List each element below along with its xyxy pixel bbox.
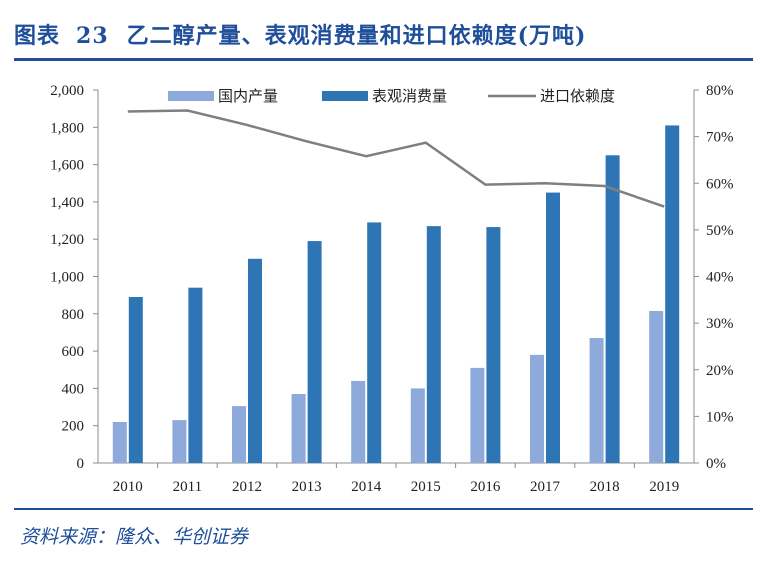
line-import-dependency <box>127 109 665 208</box>
y-right-tick-label: 80% <box>706 83 734 99</box>
bar-domestic-production <box>351 380 366 463</box>
bar-domestic-production <box>232 406 246 463</box>
y-right-tick-label: 10% <box>706 409 734 425</box>
y-left-tick-label: 1,400 <box>50 195 84 211</box>
y-left-tick-label: 1,000 <box>50 270 84 286</box>
x-tick-label: 2013 <box>292 479 322 495</box>
bar-apparent-consumption <box>426 226 441 463</box>
bar-apparent-consumption <box>307 241 322 463</box>
bar-domestic-production <box>291 393 306 463</box>
legend-label-domestic: 国内产量 <box>218 87 278 105</box>
bar-apparent-consumption <box>605 155 620 463</box>
title-divider <box>14 58 753 61</box>
x-tick-label: 2014 <box>351 479 382 495</box>
x-tick-label: 2017 <box>530 479 561 495</box>
y-right-tick-label: 20% <box>706 363 734 379</box>
bar-domestic-production <box>410 388 425 463</box>
x-tick-label: 2018 <box>590 479 620 495</box>
bar-apparent-consumption <box>367 222 382 463</box>
y-left-tick-label: 1,800 <box>50 120 84 136</box>
x-tick-label: 2012 <box>232 479 262 495</box>
bar-apparent-consumption <box>665 125 680 463</box>
x-tick-label: 2010 <box>113 479 143 495</box>
bar-apparent-consumption <box>188 287 203 463</box>
y-right-tick-label: 40% <box>706 270 734 286</box>
figure-number: 23 <box>76 23 109 49</box>
y-right-tick-label: 50% <box>706 223 734 239</box>
y-right-tick-label: 60% <box>706 176 734 192</box>
bar-domestic-production <box>172 420 187 463</box>
bar-apparent-consumption <box>248 258 262 463</box>
bar-apparent-consumption <box>128 297 143 463</box>
figure-title: 图表 23 乙二醇产量、表观消费量和进口依赖度(万吨) <box>14 18 586 50</box>
y-left-tick-label: 0 <box>77 456 85 472</box>
figure-title-text: 乙二醇产量、表观消费量和进口依赖度(万吨) <box>126 23 587 49</box>
source-divider <box>14 508 753 510</box>
y-right-tick-label: 70% <box>706 130 734 146</box>
y-left-tick-label: 200 <box>62 419 85 435</box>
figure-label: 图表 <box>14 23 61 49</box>
x-tick-label: 2016 <box>470 479 501 495</box>
bar-domestic-production <box>530 354 544 463</box>
legend-label-dependency: 进口依赖度 <box>540 87 615 105</box>
x-tick-label: 2015 <box>411 479 441 495</box>
y-right-tick-label: 0% <box>706 456 726 472</box>
y-left-tick-label: 1,600 <box>50 158 84 174</box>
y-left-tick-label: 400 <box>62 381 85 397</box>
legend-swatch-domestic <box>168 91 214 101</box>
y-left-tick-label: 800 <box>62 307 85 323</box>
bar-domestic-production <box>470 367 485 463</box>
y-right-tick-label: 30% <box>706 316 734 332</box>
y-left-tick-label: 600 <box>62 344 85 360</box>
y-left-tick-label: 2,000 <box>50 83 84 99</box>
bar-domestic-production <box>649 311 664 463</box>
legend-label-consumption: 表观消费量 <box>372 87 447 105</box>
y-left-tick-label: 1,200 <box>50 232 84 248</box>
bar-domestic-production <box>589 338 604 463</box>
x-tick-label: 2011 <box>173 479 202 495</box>
bar-domestic-production <box>112 421 127 463</box>
bar-apparent-consumption <box>546 192 560 463</box>
x-tick-label: 2019 <box>649 479 679 495</box>
bar-apparent-consumption <box>486 227 501 463</box>
source-note: 资料来源：隆众、华创证券 <box>20 526 249 548</box>
legend-swatch-consumption <box>322 91 368 101</box>
